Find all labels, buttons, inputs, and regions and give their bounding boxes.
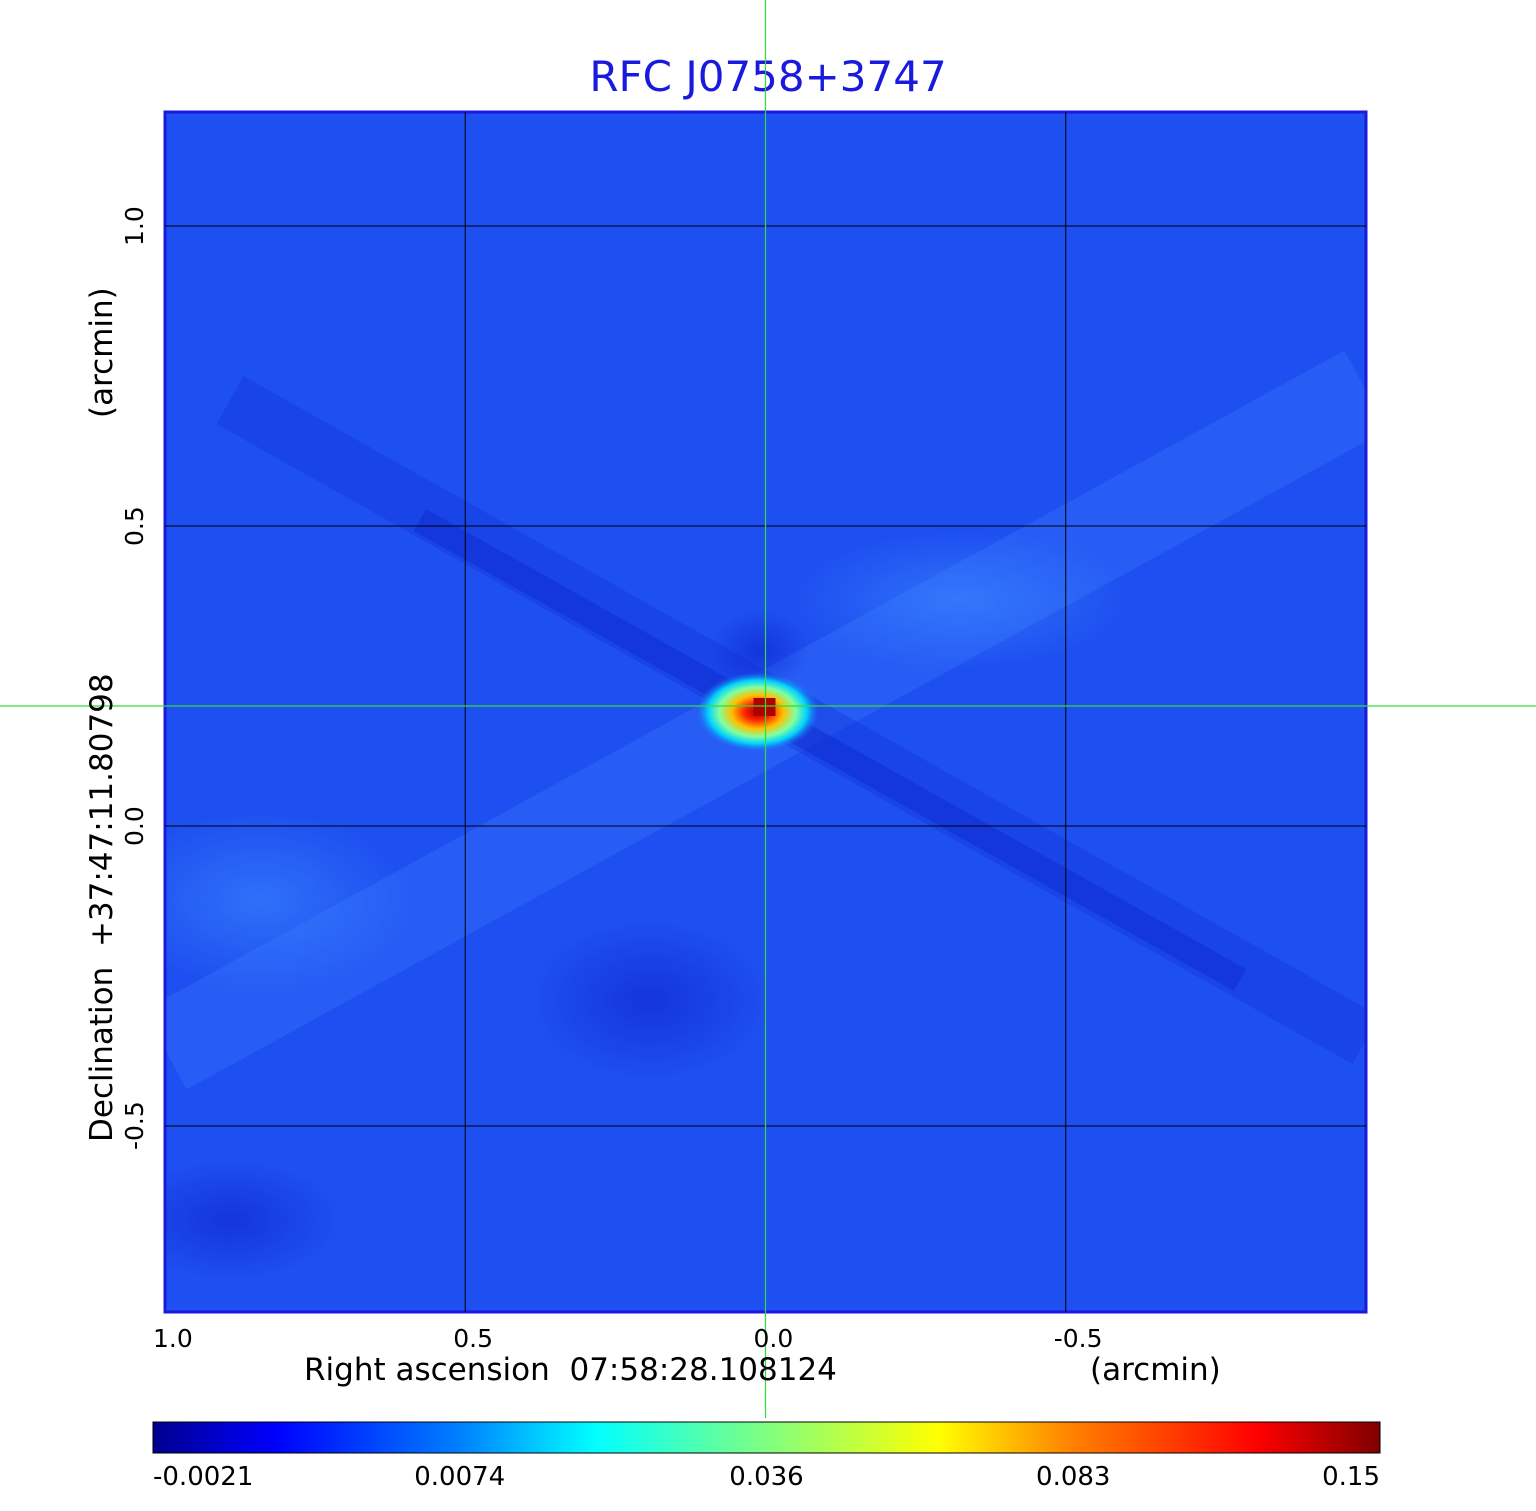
y-axis-unit: (arcmin) [84, 287, 120, 418]
y-tick-label-0: 1.0 [120, 206, 149, 246]
y-tick-label-2: 0.0 [120, 806, 149, 846]
colorbar-tick-3: 0.083 [1036, 1462, 1111, 1492]
colorbar-tick-2: 0.036 [729, 1462, 804, 1492]
crosshair [0, 0, 1536, 1418]
y-axis-label: Declination +37:47:11.80798 [84, 673, 120, 1142]
colorbar [152, 1421, 1381, 1454]
colorbar-tick-0: -0.0021 [153, 1462, 254, 1492]
colorbar-tick-4: 0.15 [1322, 1462, 1380, 1492]
y-tick-label-3: -0.5 [120, 1101, 149, 1151]
x-tick-label-0: 1.0 [153, 1324, 193, 1353]
y-tick-label-1: 0.5 [120, 506, 149, 546]
source-core [753, 698, 776, 716]
x-tick-label-1: 0.5 [453, 1324, 494, 1353]
x-tick-label-3: -0.5 [1053, 1324, 1103, 1353]
x-axis-unit: (arcmin) [1090, 1352, 1221, 1388]
x-axis-label: Right ascension 07:58:28.108124 [304, 1352, 837, 1388]
source-peak [695, 672, 820, 752]
chart-title: RFC J0758+3747 [589, 52, 947, 101]
x-tick-label-2: 0.0 [753, 1324, 794, 1353]
colorbar-tick-1: 0.0074 [414, 1462, 506, 1492]
